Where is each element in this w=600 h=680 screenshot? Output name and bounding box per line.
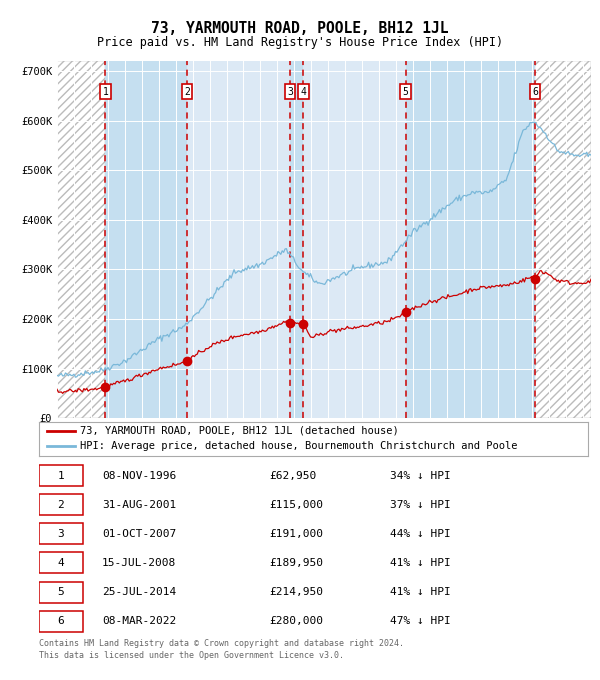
Text: 08-MAR-2022: 08-MAR-2022 <box>102 616 176 626</box>
Text: 3: 3 <box>58 529 64 539</box>
Text: 73, YARMOUTH ROAD, POOLE, BH12 1JL: 73, YARMOUTH ROAD, POOLE, BH12 1JL <box>151 21 449 36</box>
Text: 6: 6 <box>532 86 538 97</box>
FancyBboxPatch shape <box>39 465 83 486</box>
Text: 2: 2 <box>184 86 190 97</box>
FancyBboxPatch shape <box>39 494 83 515</box>
Text: 08-NOV-1996: 08-NOV-1996 <box>102 471 176 481</box>
Text: 41% ↓ HPI: 41% ↓ HPI <box>391 558 451 568</box>
Text: 1: 1 <box>58 471 64 481</box>
Text: Contains HM Land Registry data © Crown copyright and database right 2024.: Contains HM Land Registry data © Crown c… <box>39 639 404 648</box>
FancyBboxPatch shape <box>39 611 83 632</box>
Text: 15-JUL-2008: 15-JUL-2008 <box>102 558 176 568</box>
Text: 34% ↓ HPI: 34% ↓ HPI <box>391 471 451 481</box>
Text: 3: 3 <box>287 86 293 97</box>
Text: 41% ↓ HPI: 41% ↓ HPI <box>391 587 451 597</box>
Text: 4: 4 <box>58 558 64 568</box>
Text: £62,950: £62,950 <box>269 471 317 481</box>
Text: 44% ↓ HPI: 44% ↓ HPI <box>391 529 451 539</box>
Text: 47% ↓ HPI: 47% ↓ HPI <box>391 616 451 626</box>
FancyBboxPatch shape <box>39 552 83 573</box>
Text: 01-OCT-2007: 01-OCT-2007 <box>102 529 176 539</box>
Text: This data is licensed under the Open Government Licence v3.0.: This data is licensed under the Open Gov… <box>39 651 344 660</box>
Text: HPI: Average price, detached house, Bournemouth Christchurch and Poole: HPI: Average price, detached house, Bour… <box>80 441 518 452</box>
Bar <box>106 61 187 418</box>
Bar <box>57 61 106 418</box>
Bar <box>406 61 535 418</box>
Bar <box>535 61 591 418</box>
Text: Price paid vs. HM Land Registry's House Price Index (HPI): Price paid vs. HM Land Registry's House … <box>97 36 503 50</box>
Text: 5: 5 <box>58 587 64 597</box>
Text: 31-AUG-2001: 31-AUG-2001 <box>102 500 176 510</box>
Text: 2: 2 <box>58 500 64 510</box>
Bar <box>290 61 304 418</box>
Bar <box>187 61 290 418</box>
Text: £115,000: £115,000 <box>269 500 323 510</box>
Text: 37% ↓ HPI: 37% ↓ HPI <box>391 500 451 510</box>
Text: 73, YARMOUTH ROAD, POOLE, BH12 1JL (detached house): 73, YARMOUTH ROAD, POOLE, BH12 1JL (deta… <box>80 426 399 436</box>
Text: £189,950: £189,950 <box>269 558 323 568</box>
Bar <box>304 61 406 418</box>
FancyBboxPatch shape <box>39 581 83 602</box>
Text: 6: 6 <box>58 616 64 626</box>
Text: £214,950: £214,950 <box>269 587 323 597</box>
Text: 1: 1 <box>103 86 109 97</box>
FancyBboxPatch shape <box>39 524 83 545</box>
Text: £191,000: £191,000 <box>269 529 323 539</box>
Text: £280,000: £280,000 <box>269 616 323 626</box>
Text: 25-JUL-2014: 25-JUL-2014 <box>102 587 176 597</box>
Text: 4: 4 <box>301 86 307 97</box>
Text: 5: 5 <box>403 86 409 97</box>
